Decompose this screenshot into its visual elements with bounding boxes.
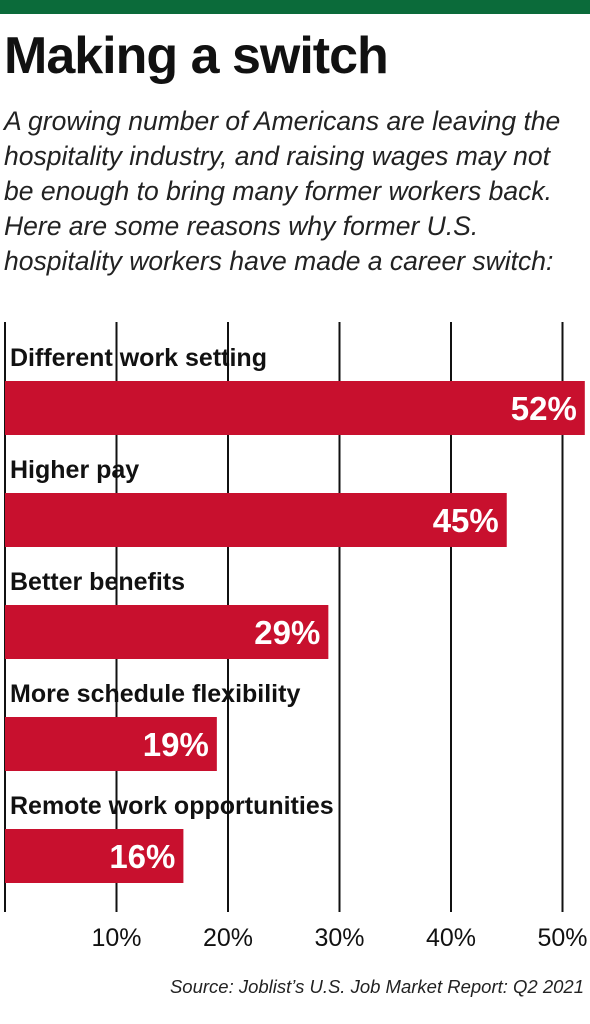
bar-value-label: 19% — [143, 726, 209, 763]
bar — [5, 493, 507, 547]
bar-value-label: 16% — [109, 838, 175, 875]
x-tick-label: 40% — [426, 924, 476, 952]
x-tick-label: 20% — [203, 924, 253, 952]
category-label: More schedule flexibility — [10, 680, 300, 708]
bar-value-label: 52% — [511, 390, 577, 427]
x-tick-label: 30% — [314, 924, 364, 952]
bar — [5, 829, 184, 883]
category-label: Different work setting — [10, 344, 267, 372]
bar-chart: 10% 20% 30% 40% 50% Different work setting 52%… — [4, 322, 588, 952]
x-tick-label: 10% — [91, 924, 141, 952]
bar-value-label: 45% — [433, 502, 499, 539]
category-label: Higher pay — [10, 456, 139, 484]
bar — [5, 381, 585, 435]
source-note: Source: Joblist’s U.S. Job Market Report… — [169, 976, 584, 997]
chart-title: Making a switch — [4, 27, 389, 85]
bar — [5, 605, 329, 659]
category-label: Remote work opportunities — [10, 792, 334, 820]
top-accent-bar — [0, 0, 590, 14]
x-tick-label: 50% — [537, 924, 587, 952]
category-label: Better benefits — [10, 568, 185, 596]
chart-subtitle: A growing number of Americans are leavin… — [4, 106, 561, 276]
bar — [5, 717, 217, 771]
bar-value-label: 29% — [254, 614, 320, 651]
